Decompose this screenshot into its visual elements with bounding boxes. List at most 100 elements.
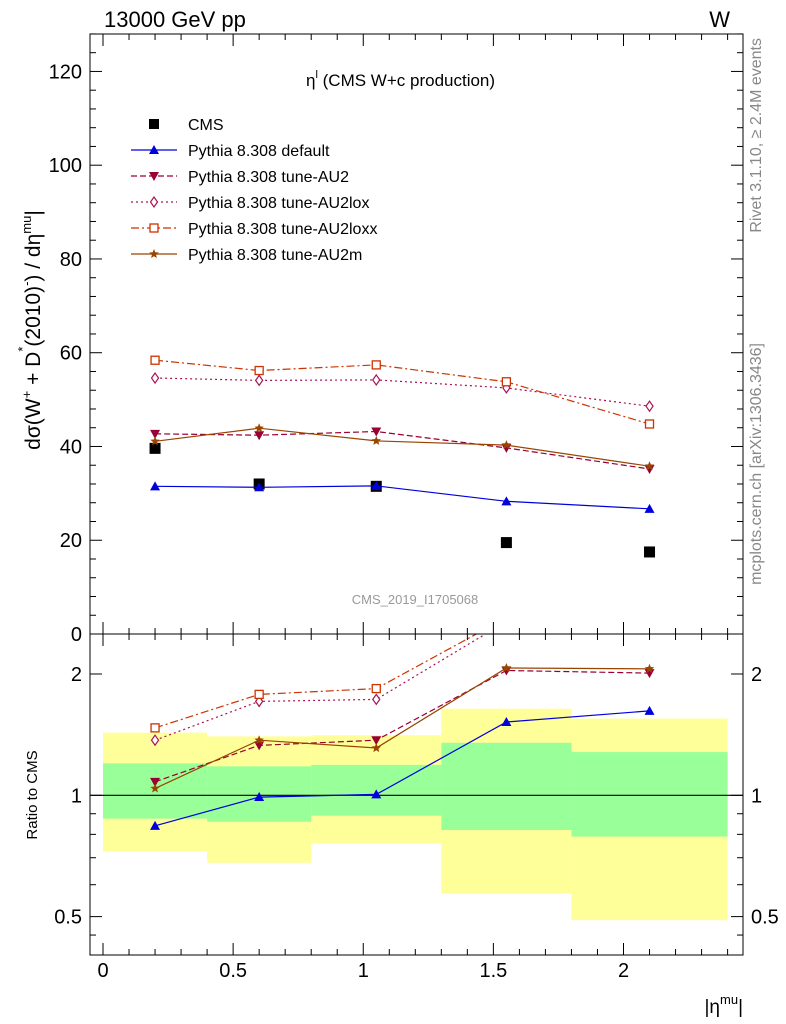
data-point — [149, 442, 161, 454]
data-point — [501, 443, 512, 453]
legend-marker — [149, 249, 159, 258]
watermark: CMS_2019_I1705068 — [352, 592, 479, 607]
ratio-panel: 0.5 0.5 1 1 2 2 0 0.5 1 1.5 2 Ratio to CMS — [24, 633, 779, 982]
uncertainty-band-inner — [571, 752, 728, 837]
legend-item-5: Pythia 8.308 tune-AU2m — [131, 247, 362, 264]
series-line — [155, 430, 650, 470]
ratio-y-tick-label-right: 2 — [751, 664, 762, 686]
series-line — [155, 377, 650, 407]
data-point — [644, 464, 655, 474]
ratio-point — [150, 723, 160, 733]
data-point — [254, 365, 264, 376]
y-tick-label: 60 — [60, 343, 82, 365]
ratio-frame — [89, 633, 744, 956]
data-point — [644, 503, 655, 513]
data-point — [150, 429, 161, 439]
legend-label: Pythia 8.308 tune-AU2lox — [188, 195, 369, 212]
data-point — [371, 360, 381, 370]
legend-marker — [149, 223, 159, 233]
data-point — [500, 537, 512, 549]
data-point — [150, 371, 160, 385]
data-point — [254, 482, 265, 492]
legend-marker — [149, 145, 159, 154]
ratio-point — [371, 789, 382, 799]
data-point — [645, 400, 654, 413]
legend-item-0: CMS — [149, 117, 224, 134]
series-2 — [150, 427, 655, 474]
data-point — [254, 431, 265, 441]
uncertainty-band-inner — [441, 742, 572, 831]
ratio-point — [150, 734, 160, 747]
legend-item-2: Pythia 8.308 tune-AU2 — [131, 169, 349, 186]
legend-label: Pythia 8.308 default — [188, 143, 330, 160]
ratio-point — [371, 736, 382, 746]
series-3 — [150, 371, 654, 413]
ratio-point — [150, 820, 161, 830]
ratio-point — [150, 783, 160, 793]
data-point — [254, 374, 264, 387]
ratio-point — [371, 683, 381, 694]
ratio-y-tick-label: 1 — [71, 785, 82, 807]
ratio-series-3 — [150, 634, 478, 733]
series-line — [155, 485, 650, 510]
data-point — [501, 496, 512, 506]
x-tick-label: 1.5 — [479, 960, 507, 982]
legend-label: Pythia 8.308 tune-AU2 — [188, 169, 349, 186]
data-point — [501, 440, 512, 450]
y-axis-label: dσ(W+ + D*(2010)-) / dηmu| — [15, 210, 45, 450]
x-tick-label: 1 — [358, 960, 369, 982]
data-point — [150, 481, 161, 491]
x-tick-label: 0.5 — [219, 960, 247, 982]
data-point — [372, 373, 381, 386]
ratio-y-tick-label-right: 0.5 — [751, 907, 779, 929]
ratio-point — [371, 743, 381, 753]
data-point — [254, 423, 264, 433]
x-tick-label: 2 — [618, 960, 629, 982]
x-axis-label: |ηmu| — [704, 992, 743, 1018]
legend-label: Pythia 8.308 tune-AU2m — [188, 247, 362, 264]
series-line — [155, 427, 650, 467]
series-line — [155, 359, 650, 425]
ratio-y-tick-label: 0.5 — [54, 907, 82, 929]
y-tick-label: 80 — [60, 249, 82, 271]
ratio-point — [254, 689, 264, 700]
ratio-point — [150, 777, 161, 787]
ratio-point — [254, 792, 265, 802]
ratio-point — [372, 693, 381, 706]
series-1 — [150, 480, 655, 513]
main-panel: 0 20 40 60 80 100 120 CMS_2019_I1705068 ηl (CM… — [15, 33, 744, 646]
data-point — [371, 427, 382, 437]
y-tick-label: 40 — [60, 436, 82, 458]
data-point — [501, 377, 512, 387]
mcplots-label: mcplots.cern.ch [arXiv:1306.3436] — [748, 343, 765, 585]
ratio-y-axis-label: Ratio to CMS — [24, 750, 41, 839]
ratio-y-tick-label: 2 — [71, 664, 82, 686]
ratio-point — [501, 717, 512, 727]
ratio-point — [254, 735, 264, 745]
legend-item-4: Pythia 8.308 tune-AU2loxx — [131, 221, 377, 238]
data-point — [371, 435, 381, 445]
chart-title: ηl (CMS W+c production) — [306, 69, 495, 90]
y-tick-label: 0 — [71, 624, 82, 646]
series-0 — [149, 442, 656, 558]
y-tick-label: 120 — [49, 61, 82, 83]
data-point — [371, 480, 382, 490]
header-left: 13000 GeV pp — [104, 7, 246, 32]
legend-label: CMS — [188, 117, 224, 134]
ratio-y-tick-label-right: 1 — [751, 785, 762, 807]
legend: CMS Pythia 8.308 default Pythia 8.308 tune… — [131, 117, 377, 264]
legend-item-3: Pythia 8.308 tune-AU2lox — [131, 195, 369, 212]
data-point — [644, 546, 656, 558]
rivet-label: Rivet 3.1.10, ≥ 2.4M events — [748, 38, 765, 233]
ratio-series-4 — [150, 663, 655, 793]
data-point — [644, 419, 655, 429]
ratio-point — [501, 666, 512, 676]
y-tick-label: 100 — [49, 155, 82, 177]
ratio-point — [644, 705, 655, 715]
ratio-point — [644, 663, 655, 673]
legend-label: Pythia 8.308 tune-AU2loxx — [188, 221, 377, 238]
legend-marker — [149, 119, 159, 129]
ratio-series-0 — [150, 705, 655, 830]
ratio-point — [501, 663, 512, 672]
